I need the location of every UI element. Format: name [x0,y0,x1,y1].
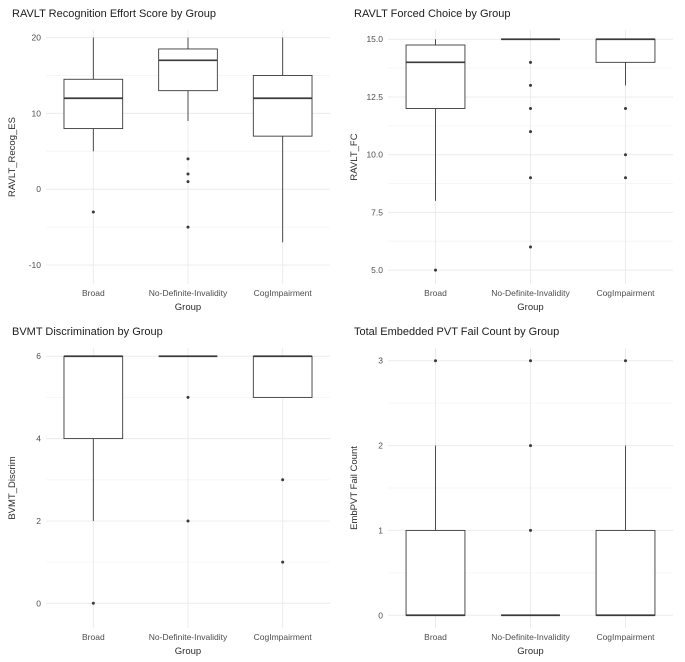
box [252,75,313,137]
outlier-point [91,210,95,214]
outlier-point [529,176,532,180]
y-tick-label: 0 [378,610,383,620]
boxplot-svg: 0 1 2 3 Broad No-Definite-Invalidity CogImpair… [349,348,673,657]
outlier-point [529,359,532,363]
y-tick-label: 6 [36,351,41,361]
y-axis-title: BVMT_Discrim [7,456,18,519]
outlier-point [186,180,190,184]
outlier-point [186,519,190,523]
x-tick-label: CogImpairment [254,632,313,642]
outlier-point [186,157,190,161]
y-axis-title: RAVLT_Recog_ES [7,117,18,197]
x-tick-label: No-Definite-Invalidity [491,632,570,642]
x-tick-label: CogImpairment [596,288,655,298]
outlier-point [529,528,532,532]
plot-bvmt-discrimination: 0 2 4 6 Broad No-Definite-Invalidity CogImpair… [0,341,342,662]
y-tick-label: 3 [378,356,383,366]
y-tick-label: 12.5 [366,92,383,102]
boxplot-svg: -10 0 10 20 Broad No-Definite-Invalidity CogIm… [7,30,330,313]
y-tick-label: 15.0 [366,34,383,44]
x-tick-label: No-Definite-Invalidity [491,288,570,298]
outlier-point [529,130,532,134]
x-tick-label: Broad [82,288,105,298]
outlier-point [624,107,627,111]
boxplot-svg: 5.0 7.5 10.0 12.5 15.0 Broad No-Definite-Inval… [349,30,673,313]
boxplot-svg: 0 2 4 6 Broad No-Definite-Invalidity CogImpair… [7,348,330,657]
outlier-point [281,560,285,564]
outlier-point [186,395,190,399]
chart-title-ravlt-forced-choice: RAVLT Forced Choice by Group [354,8,511,20]
panel-ravlt-recognition-effort: RAVLT Recognition Effort Score by Group … [0,0,342,318]
box [158,48,218,92]
y-tick-label: 4 [36,434,41,444]
y-tick-label: 0 [36,598,41,608]
chart-title-embpvt-fail-count: Total Embedded PVT Fail Count by Group [354,326,560,338]
plot-ravlt-forced-choice: 5.0 7.5 10.0 12.5 15.0 Broad No-Definite-Inval… [342,23,685,318]
box [63,78,124,130]
x-tick-label: No-Definite-Invalidity [149,632,228,642]
x-tick-label: Broad [424,632,447,642]
chart-title-ravlt-recognition-effort: RAVLT Recognition Effort Score by Group [12,8,217,20]
box [595,529,656,616]
box [595,38,656,63]
x-tick-label: CogImpairment [254,288,313,298]
x-axis-title: Group [517,302,543,313]
outlier-point [91,601,95,605]
outlier-point [434,359,437,363]
y-tick-label: 2 [36,516,41,526]
panel-embpvt-fail-count: Total Embedded PVT Fail Count by Group 0… [342,318,685,662]
y-tick-label: 5.0 [371,265,383,275]
x-axis-title: Group [175,646,201,657]
y-tick-label: 1 [378,525,383,535]
x-tick-label: Broad [424,288,447,298]
y-tick-label: 20 [32,33,42,43]
outlier-point [529,107,532,111]
y-tick-label: 10.0 [366,150,383,160]
outlier-point [624,153,627,157]
x-tick-label: No-Definite-Invalidity [149,288,228,298]
plot-embpvt-fail-count: 0 1 2 3 Broad No-Definite-Invalidity CogImpair… [342,341,685,662]
panel-ravlt-forced-choice: RAVLT Forced Choice by Group 5.0 7.5 10.0 1… [342,0,685,318]
box [405,44,466,109]
box [405,529,466,616]
y-tick-label: 0 [36,184,41,194]
x-axis-title: Group [517,646,543,657]
outlier-point [529,444,532,448]
y-tick-label: 2 [378,441,383,451]
outlier-point [624,176,627,180]
y-tick-label: 7.5 [371,207,383,217]
y-tick-label: 10 [32,108,42,118]
x-axis-title: Group [175,302,201,313]
outlier-point [186,225,190,229]
outlier-point [529,245,532,249]
y-axis-title: EmbPVT Fail Count [349,446,360,530]
y-axis-title: RAVLT_FC [349,133,360,180]
box [252,355,313,398]
chart-title-bvmt-discrimination: BVMT Discrimination by Group [12,326,163,338]
x-tick-label: Broad [82,632,105,642]
y-tick-label: -10 [29,260,42,270]
outlier-point [281,478,285,482]
outlier-point [529,83,532,87]
x-tick-label: CogImpairment [596,632,655,642]
outlier-point [624,359,627,363]
box [63,355,124,440]
outlier-point [186,172,190,176]
outlier-point [529,60,532,64]
panel-bvmt-discrimination: BVMT Discrimination by Group 0 2 4 6 Broad No… [0,318,342,662]
outlier-point [434,268,437,272]
plot-ravlt-recognition-effort: -10 0 10 20 Broad No-Definite-Invalidity CogIm… [0,23,342,318]
